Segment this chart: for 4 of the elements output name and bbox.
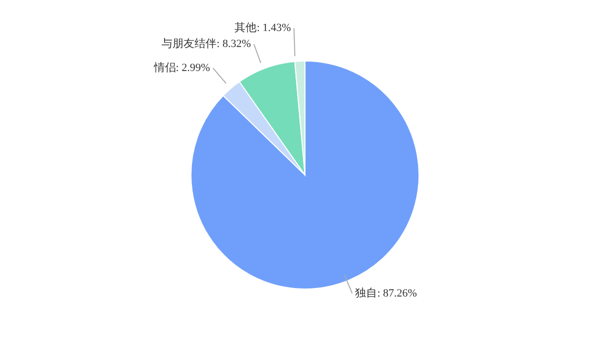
slice-label: 其他: 1.43% — [234, 21, 291, 34]
slice-label: 与朋友结伴: 8.32% — [162, 37, 251, 50]
slice-label: 独自: 87.26% — [355, 286, 417, 300]
slice-label: 情侣: 2.99% — [152, 61, 210, 74]
